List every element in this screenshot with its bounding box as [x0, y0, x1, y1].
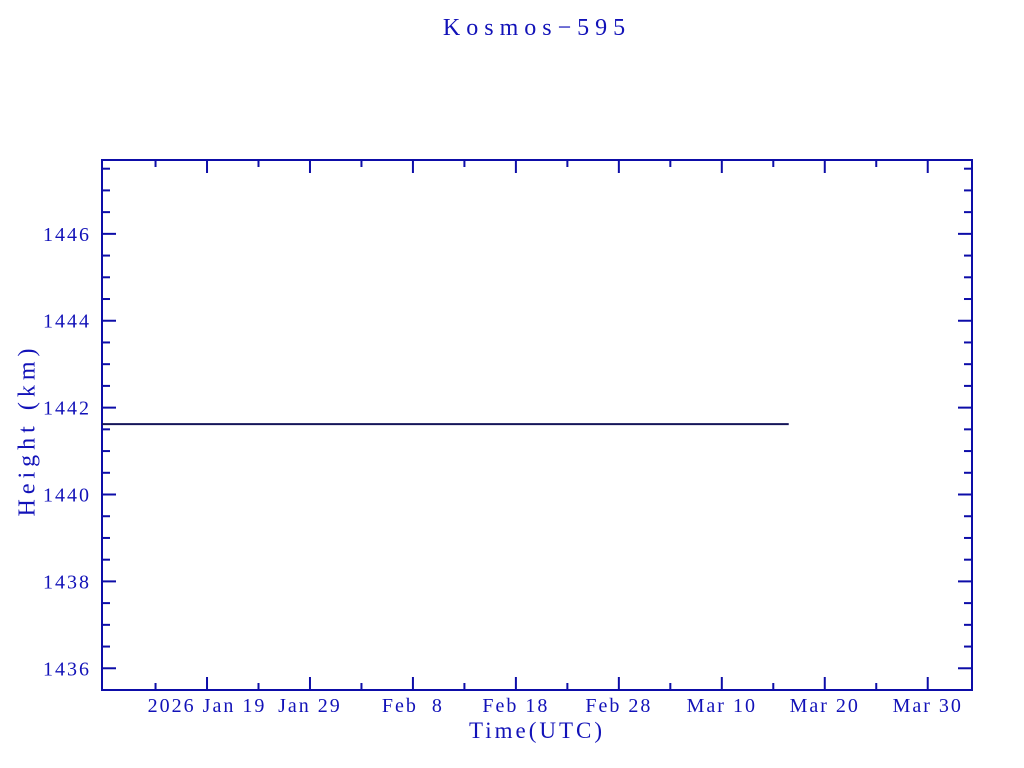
y-tick-label: 1440 — [43, 485, 91, 507]
y-tick-label: 1438 — [43, 571, 91, 593]
x-tick-label: Feb 18 — [482, 695, 549, 717]
x-tick-label: Mar 20 — [790, 695, 860, 717]
x-tick-label: Mar 10 — [687, 695, 757, 717]
x-tick-label: Mar 30 — [893, 695, 963, 717]
y-tick-label: 1444 — [43, 311, 91, 333]
x-tick-label: 2026 Jan 19 — [148, 695, 267, 717]
y-tick-label: 1436 — [43, 658, 91, 680]
x-tick-label: Feb 8 — [382, 695, 444, 717]
chart-title: Kosmos−595 — [442, 15, 632, 41]
y-tick-label: 1442 — [43, 398, 91, 420]
x-tick-label: Jan 29 — [278, 695, 342, 717]
x-tick-label: Feb 28 — [585, 695, 652, 717]
y-tick-label: 1446 — [43, 224, 91, 246]
x-axis-title: Time(UTC) — [468, 718, 606, 743]
